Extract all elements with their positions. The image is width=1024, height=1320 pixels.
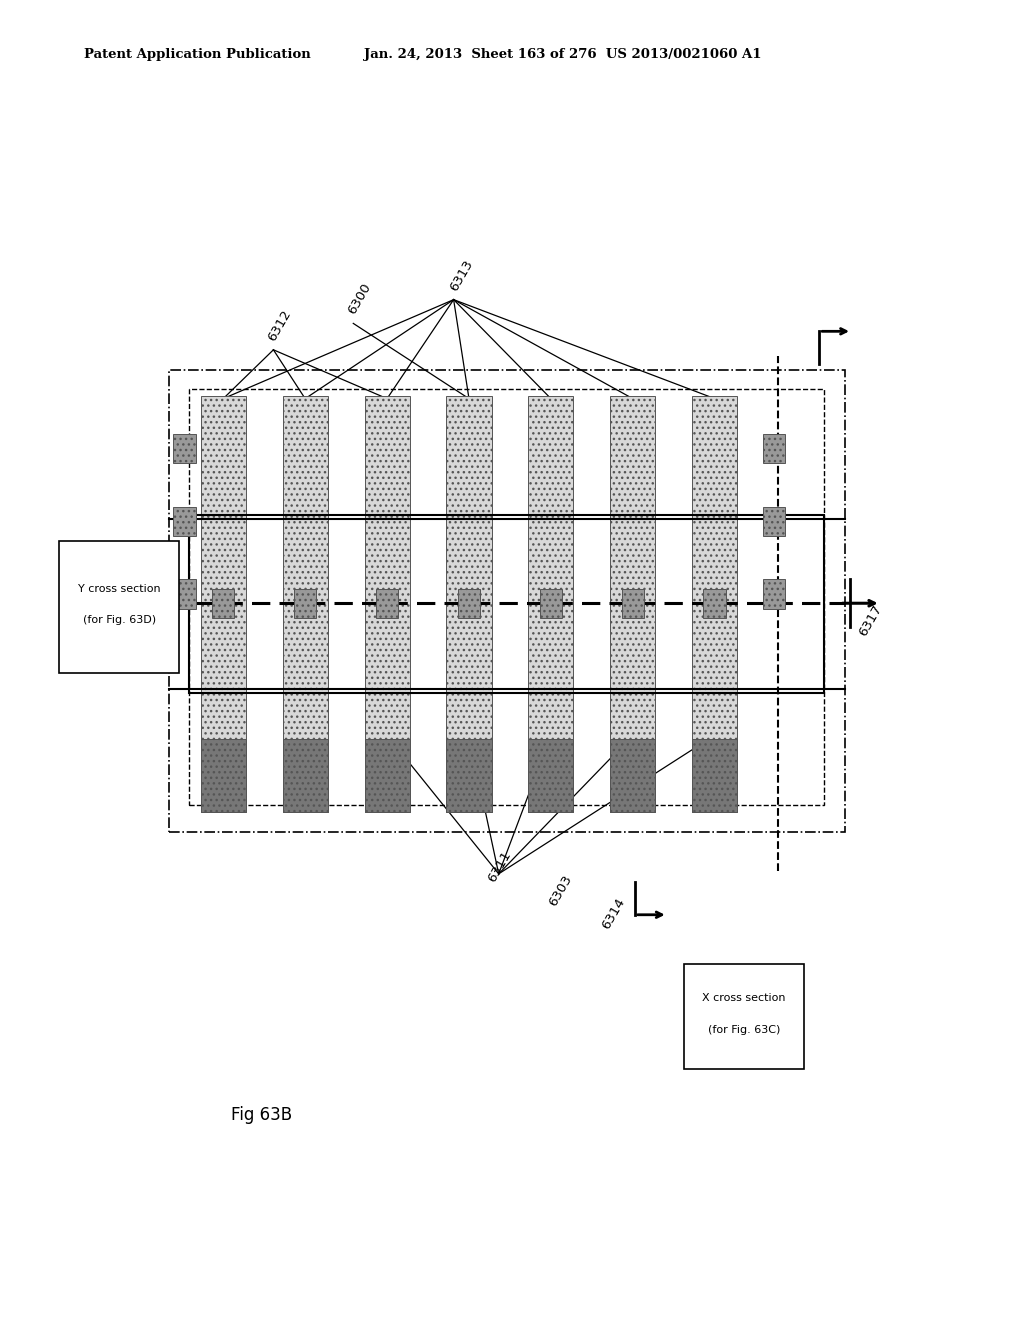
Text: 6300: 6300 <box>345 281 373 317</box>
Text: Fig 63B: Fig 63B <box>230 1106 292 1125</box>
Bar <box>212 589 234 618</box>
Text: 6312: 6312 <box>265 308 294 343</box>
Text: 6313: 6313 <box>447 257 476 293</box>
Bar <box>189 515 824 693</box>
Bar <box>173 579 196 609</box>
Bar <box>59 541 179 673</box>
Bar <box>610 396 655 812</box>
Bar <box>173 507 196 536</box>
Bar <box>692 396 737 812</box>
Bar <box>610 739 655 812</box>
Text: 6303: 6303 <box>547 873 574 908</box>
Bar <box>365 396 410 812</box>
Bar <box>763 434 785 463</box>
Bar <box>283 396 328 812</box>
Text: Y cross section: Y cross section <box>78 583 161 594</box>
Text: (for Fig. 63D): (for Fig. 63D) <box>83 615 156 626</box>
Text: Patent Application Publication: Patent Application Publication <box>84 48 310 61</box>
Text: 6314: 6314 <box>599 896 627 932</box>
Bar <box>201 739 246 812</box>
Bar <box>692 739 737 812</box>
Bar <box>283 739 328 812</box>
Text: 6311: 6311 <box>485 849 514 884</box>
Bar <box>169 370 845 832</box>
Bar <box>376 589 398 618</box>
Bar <box>201 396 246 812</box>
Bar <box>446 739 492 812</box>
Text: (for Fig. 63C): (for Fig. 63C) <box>708 1024 780 1035</box>
Text: Jan. 24, 2013  Sheet 163 of 276  US 2013/0021060 A1: Jan. 24, 2013 Sheet 163 of 276 US 2013/0… <box>364 48 761 61</box>
Bar <box>763 507 785 536</box>
Bar <box>528 739 573 812</box>
Text: X cross section: X cross section <box>702 993 785 1003</box>
Bar <box>446 396 492 812</box>
Bar <box>189 389 824 805</box>
Bar <box>622 589 644 618</box>
Bar <box>763 579 785 609</box>
Bar <box>528 396 573 812</box>
Text: 6317: 6317 <box>856 602 885 639</box>
Bar <box>173 434 196 463</box>
Bar <box>294 589 316 618</box>
Bar <box>365 739 410 812</box>
Bar <box>458 589 480 618</box>
Bar <box>540 589 562 618</box>
Bar <box>684 964 804 1069</box>
Bar <box>703 589 726 618</box>
